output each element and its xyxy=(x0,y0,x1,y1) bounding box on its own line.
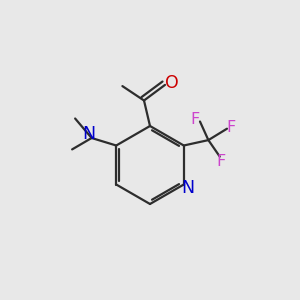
Text: F: F xyxy=(217,154,226,169)
Text: N: N xyxy=(83,125,96,143)
Text: F: F xyxy=(191,112,200,128)
Text: N: N xyxy=(181,179,194,197)
Text: F: F xyxy=(227,120,236,135)
Text: O: O xyxy=(165,74,178,92)
